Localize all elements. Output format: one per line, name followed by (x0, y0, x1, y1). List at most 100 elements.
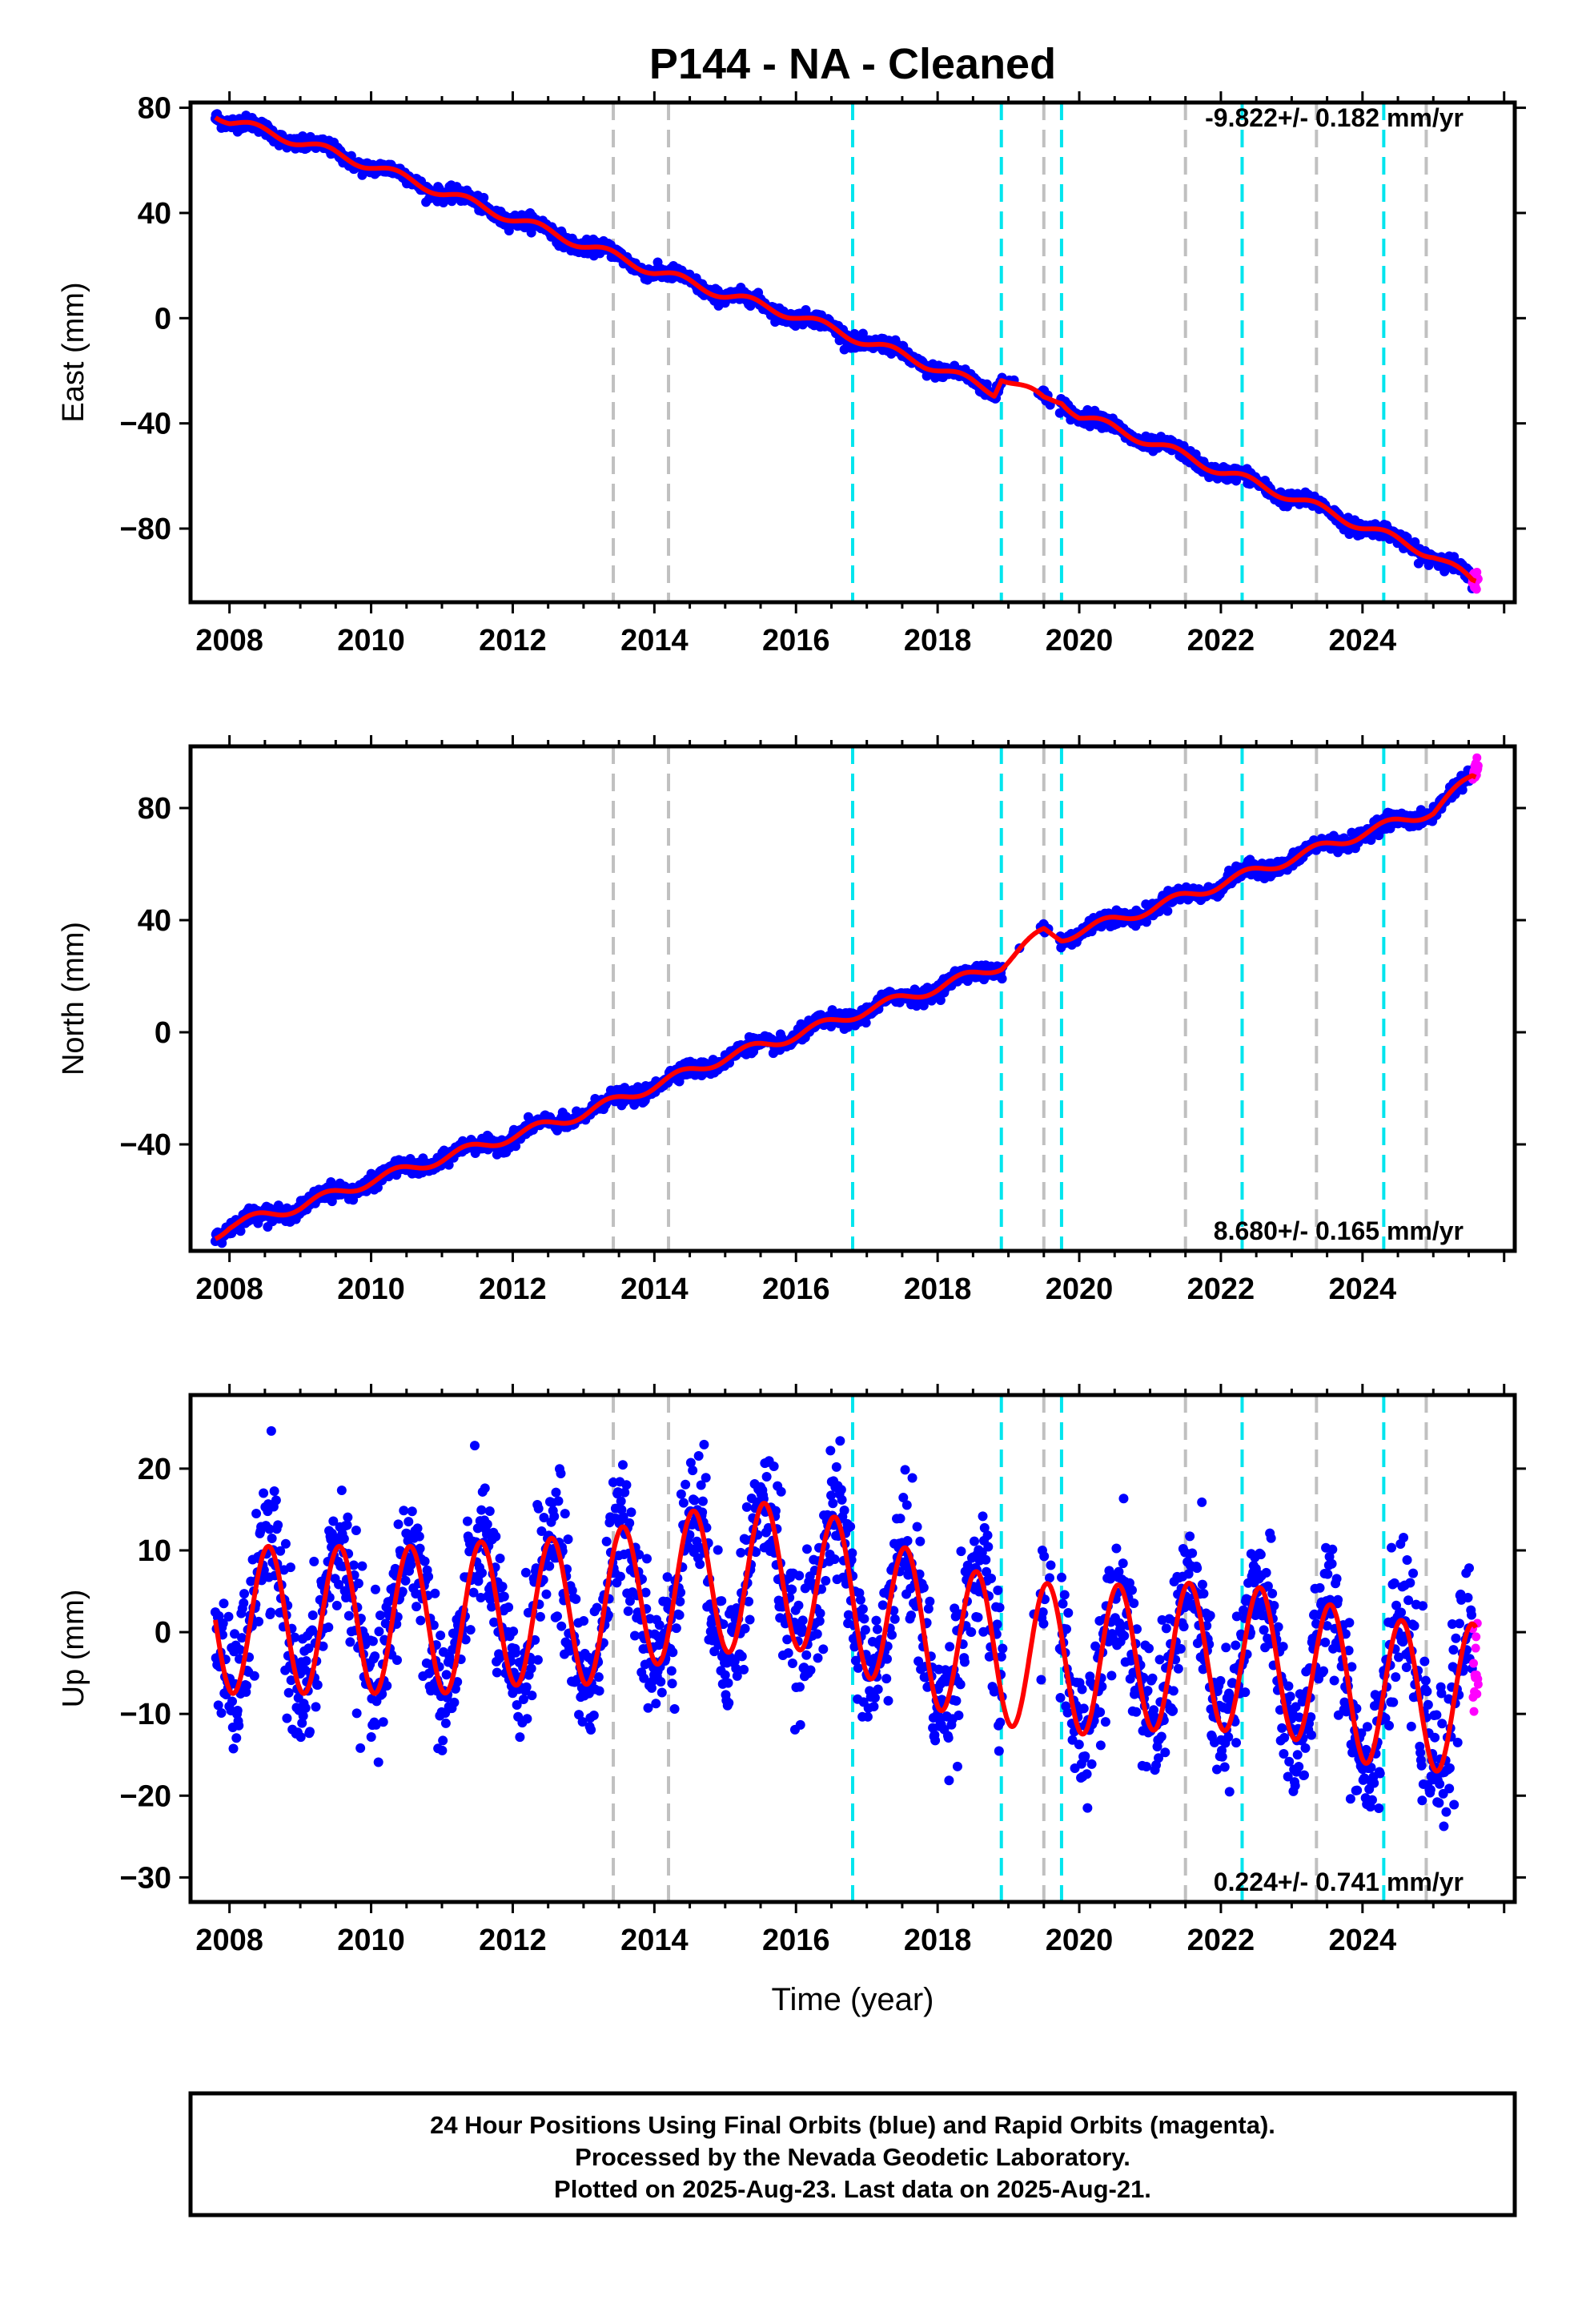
data-point (234, 1720, 244, 1731)
data-point (312, 1679, 323, 1690)
data-point (521, 1682, 532, 1692)
data-point (295, 1732, 306, 1743)
data-point (414, 1531, 424, 1542)
data-point (535, 1611, 545, 1622)
data-point (997, 974, 1007, 984)
data-point (283, 1687, 294, 1698)
data-point (367, 1636, 378, 1647)
x-tick-label: 2022 (1187, 1273, 1255, 1306)
y-tick-label: 80 (138, 92, 171, 126)
data-point (304, 1727, 315, 1737)
data-point (484, 1506, 495, 1516)
data-point (551, 1487, 561, 1498)
x-tick-label: 2008 (195, 624, 263, 657)
velocity-label: 8.680+/- 0.165 mm/yr (1214, 1216, 1464, 1245)
data-point (216, 1708, 227, 1719)
data-point (527, 1691, 537, 1701)
x-tick-label: 2016 (762, 1273, 830, 1306)
x-tick-label: 2022 (1187, 624, 1255, 657)
data-point (266, 1607, 276, 1618)
x-tick-label: 2014 (620, 624, 689, 657)
data-point (437, 1745, 448, 1755)
data-point (307, 1610, 318, 1620)
data-point (351, 1526, 361, 1536)
x-tick-label: 2024 (1329, 1273, 1397, 1306)
data-point (412, 1523, 423, 1534)
data-point (494, 1653, 504, 1663)
data-point (311, 1702, 321, 1712)
data-point (280, 1538, 291, 1549)
data-point (553, 1496, 564, 1506)
data-point (522, 1714, 532, 1724)
data-point (239, 1589, 250, 1599)
data-point (544, 1561, 555, 1571)
data-point (556, 1621, 567, 1631)
data-point (430, 1588, 440, 1598)
data-point (1162, 906, 1173, 916)
data-point (301, 1656, 311, 1667)
y-axis-label: North (mm) (57, 922, 90, 1076)
data-point (533, 1503, 544, 1514)
data-point (623, 1606, 633, 1616)
data-point (420, 1556, 430, 1566)
data-point (532, 1655, 543, 1665)
data-point (462, 1516, 472, 1526)
y-tick-label: −40 (120, 408, 171, 441)
data-point (366, 1732, 376, 1743)
data-point (563, 1534, 573, 1545)
data-point (378, 1717, 388, 1727)
data-point (232, 1705, 243, 1715)
data-point (560, 1509, 570, 1519)
data-point (504, 1602, 514, 1613)
data-point (615, 1571, 625, 1582)
data-point (515, 1732, 525, 1743)
y-tick-label: 40 (138, 904, 171, 938)
data-point (541, 1589, 552, 1599)
data-point (309, 1556, 319, 1566)
data-point (508, 1626, 519, 1637)
data-point (617, 1460, 628, 1470)
data-point (353, 1578, 363, 1589)
x-tick-label: 2008 (195, 1273, 263, 1306)
data-point (497, 1582, 508, 1592)
data-point (269, 1486, 279, 1496)
data-point (357, 1561, 367, 1571)
data-point (440, 1718, 451, 1728)
data-point (626, 1507, 636, 1518)
data-point (404, 1517, 414, 1527)
data-point (323, 1622, 334, 1633)
data-point (480, 1483, 490, 1494)
x-tick-label: 2018 (904, 1273, 972, 1306)
data-point (343, 1512, 353, 1522)
data-point (239, 1598, 249, 1608)
data-point (351, 1708, 362, 1719)
y-tick-label: 0 (155, 1016, 171, 1050)
data-point (449, 1697, 460, 1707)
data-point (271, 1495, 281, 1506)
y-axis-label: East (mm) (57, 282, 90, 422)
data-point (249, 1671, 259, 1681)
data-point (424, 1571, 434, 1582)
data-point (571, 1594, 581, 1604)
data-point (219, 1598, 229, 1609)
data-point (579, 1616, 589, 1626)
data-point (343, 1610, 354, 1621)
data-point (242, 1680, 252, 1691)
x-tick-label: 2014 (620, 1273, 689, 1306)
data-point (355, 1743, 366, 1753)
x-tick-label: 2018 (904, 624, 972, 657)
data-point (266, 1425, 276, 1436)
data-point (345, 1637, 355, 1647)
data-point (392, 1655, 403, 1665)
data-point (251, 1508, 262, 1518)
rapid-data-point (1472, 753, 1482, 762)
x-tick-label: 2012 (479, 1273, 547, 1306)
data-point (259, 1488, 269, 1498)
data-point (495, 1553, 505, 1563)
data-point (300, 1703, 311, 1713)
y-tick-label: 40 (138, 197, 171, 231)
